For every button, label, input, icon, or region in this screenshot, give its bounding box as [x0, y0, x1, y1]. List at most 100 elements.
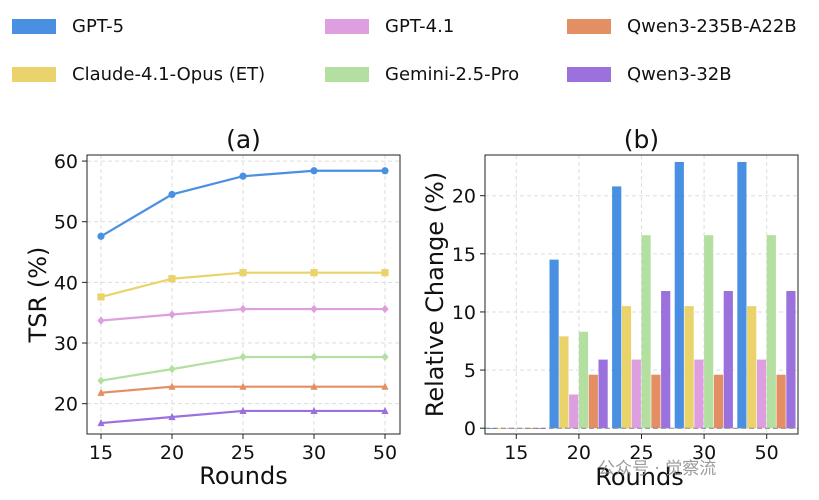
bar: [713, 374, 724, 429]
data-point: [168, 310, 176, 319]
legend-swatch: [567, 18, 611, 34]
bar: [526, 428, 536, 429]
data-point: [381, 352, 389, 362]
bar: [588, 374, 598, 429]
data-point: [168, 275, 176, 283]
data-point: [97, 388, 105, 396]
legend-swatch: [12, 66, 56, 82]
y-tick-label: 0: [464, 418, 476, 440]
y-axis-label-b: Relative Change (%): [421, 172, 449, 417]
y-tick-label: 60: [54, 151, 78, 173]
data-point: [310, 382, 318, 390]
y-tick-label: 15: [452, 244, 476, 266]
x-tick-label: 20: [567, 442, 591, 464]
y-tick-label: 5: [464, 360, 476, 382]
legend-swatch: [325, 18, 369, 34]
data-point: [239, 172, 247, 180]
bar: [661, 291, 671, 429]
legend-label: Qwen3-32B: [627, 63, 732, 85]
bar: [641, 235, 651, 429]
data-point: [239, 304, 247, 314]
legend-swatch: [567, 66, 611, 82]
data-point: [97, 376, 105, 385]
x-tick-label: 15: [504, 442, 528, 464]
bar: [535, 428, 546, 429]
legend-label: GPT-5: [72, 15, 125, 37]
y-tick-label: 20: [452, 186, 476, 208]
data-point: [239, 382, 247, 390]
data-point: [310, 352, 318, 362]
x-tick-label: 25: [231, 442, 255, 464]
x-tick-label: 30: [692, 442, 716, 464]
bar: [766, 235, 776, 429]
data-point: [97, 232, 105, 240]
legend-swatch: [12, 18, 56, 34]
watermark: 公众号 · 觉察流: [598, 459, 717, 479]
y-tick-label: 50: [54, 212, 78, 234]
bar: [578, 331, 589, 429]
bar: [684, 306, 694, 429]
bar: [598, 359, 608, 429]
bar: [776, 374, 786, 429]
data-point: [310, 406, 318, 415]
bar: [694, 359, 704, 429]
plot-frame-a: [86, 154, 401, 435]
data-point: [168, 382, 176, 390]
x-tick-label: 50: [755, 442, 779, 464]
x-tick-label: 30: [302, 442, 326, 464]
legend-label: GPT-4.1: [385, 15, 455, 37]
data-point: [381, 304, 389, 314]
chart-title-a: (a): [226, 125, 261, 154]
data-point: [239, 406, 247, 415]
chart-title-b: (b): [624, 125, 659, 154]
data-point: [239, 269, 247, 277]
data-point: [97, 418, 105, 427]
data-point: [381, 269, 389, 277]
data-point: [97, 293, 105, 301]
legend-item: Qwen3-235B-A22B: [567, 13, 797, 39]
data-point: [310, 167, 318, 175]
bar: [737, 161, 747, 429]
bar: [486, 428, 497, 429]
bar: [704, 235, 714, 429]
data-point: [168, 412, 176, 421]
y-tick-label: 10: [452, 302, 476, 324]
x-tick-label: 15: [89, 442, 113, 464]
y-tick-label: 20: [54, 394, 78, 416]
data-point: [97, 316, 105, 325]
data-point: [381, 382, 389, 390]
data-point: [381, 406, 389, 415]
y-tick-label: 40: [54, 272, 78, 294]
x-tick-label: 20: [160, 442, 184, 464]
bar: [747, 306, 757, 429]
data-point: [310, 304, 318, 314]
legend-item: Qwen3-32B: [567, 61, 732, 87]
y-tick-label: 30: [54, 333, 78, 355]
bar: [612, 186, 622, 429]
bar: [651, 374, 661, 429]
bar: [559, 336, 569, 429]
y-axis-label-a: TSR (%): [24, 247, 52, 344]
legend-item: Gemini-2.5-Pro: [325, 61, 519, 87]
x-tick-label: 50: [373, 442, 397, 464]
bar: [631, 359, 641, 429]
bar: [569, 394, 579, 429]
data-point: [168, 364, 176, 374]
data-point: [310, 269, 318, 277]
bar: [621, 306, 632, 429]
legend-item: Claude-4.1-Opus (ET): [12, 61, 265, 87]
data-point: [168, 190, 176, 199]
legend-label: Gemini-2.5-Pro: [385, 63, 520, 85]
legend-label: Claude-4.1-Opus (ET): [72, 63, 266, 85]
data-point: [239, 352, 247, 362]
x-tick-label: 25: [629, 442, 653, 464]
legend-item: GPT-5: [12, 13, 124, 39]
bar: [549, 259, 559, 429]
data-point: [381, 167, 389, 175]
bar: [723, 291, 733, 429]
x-axis-label-b: Rounds: [595, 463, 683, 491]
bar: [786, 291, 796, 429]
legend-swatch: [325, 66, 369, 82]
x-axis-label-a: Rounds: [199, 462, 287, 490]
